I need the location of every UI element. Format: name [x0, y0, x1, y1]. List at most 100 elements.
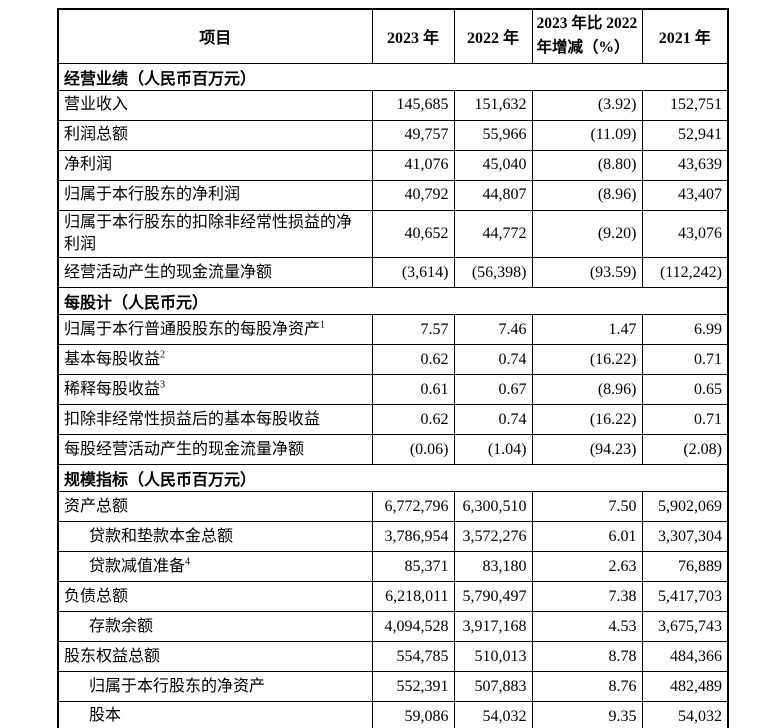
row-label: 归属于本行普通股股东的每股净资产: [64, 320, 321, 338]
value-cell-2021: 0.71: [641, 344, 729, 376]
value-cell-2022: 507,883: [453, 671, 533, 703]
table-row: 每股经营活动产生的现金流量净额 (0.06) (1.04) (94.23) (2…: [57, 434, 729, 466]
value-cell-change: (3.92): [531, 89, 643, 121]
value-cell-2023: 59,086: [371, 701, 455, 728]
table-row: 归属于本行股东的净资产 552,391 507,883 8.76 482,489: [57, 671, 729, 703]
row-label-cell: 稀释每股收益3: [57, 374, 373, 406]
value-cell-2021: 3,675,743: [641, 611, 729, 643]
value-cell-change: (94.23): [531, 434, 643, 466]
value-cell-2023: 40,652: [371, 209, 455, 259]
value-cell-2021: 43,407: [641, 179, 729, 211]
row-label-cell: 每股经营活动产生的现金流量净额: [57, 434, 373, 466]
value-cell-2021: 0.71: [641, 404, 729, 436]
value-cell-2022: 3,917,168: [453, 611, 533, 643]
row-label-cell: 营业收入: [57, 89, 373, 121]
table-row: 经营活动产生的现金流量净额 (3,614) (56,398) (93.59) (…: [57, 257, 729, 289]
value-cell-change: (8.80): [531, 149, 643, 181]
value-cell-change: (16.22): [531, 344, 643, 376]
value-cell-change: 7.50: [531, 491, 643, 523]
value-cell-2021: 482,489: [641, 671, 729, 703]
section-row: 每股计（人民币元）: [57, 287, 729, 316]
value-cell-2023: 554,785: [371, 641, 455, 673]
value-cell-change: 9.35: [531, 701, 643, 728]
section-label: 规模指标（人民币百万元）: [57, 464, 729, 493]
table-row: 股东权益总额 554,785 510,013 8.78 484,366: [57, 641, 729, 673]
value-cell-2023: 4,094,528: [371, 611, 455, 643]
row-label-cell: 利润总额: [57, 119, 373, 151]
table-row: 存款余额 4,094,528 3,917,168 4.53 3,675,743: [57, 611, 729, 643]
row-label: 基本每股收益: [64, 350, 161, 368]
section-row: 规模指标（人民币百万元）: [57, 464, 729, 493]
value-cell-2022: 7.46: [453, 314, 533, 346]
value-cell-2021: (2.08): [641, 434, 729, 466]
header-change-line1: 2023 年比 2022: [536, 15, 638, 33]
table-row: 贷款减值准备4 85,371 83,180 2.63 76,889: [57, 551, 729, 583]
value-cell-2022: 151,632: [453, 89, 533, 121]
table-row: 营业收入 145,685 151,632 (3.92) 152,751: [57, 89, 729, 121]
value-cell-2022: 83,180: [453, 551, 533, 583]
value-cell-change: (9.20): [531, 209, 643, 259]
footnote-marker: 2: [160, 349, 166, 361]
value-cell-2022: 3,572,276: [453, 521, 533, 553]
table-row: 负债总额 6,218,011 5,790,497 7.38 5,417,703: [57, 581, 729, 613]
value-cell-2022: 510,013: [453, 641, 533, 673]
row-label-cell: 基本每股收益2: [57, 344, 373, 376]
table-row: 贷款和垫款本金总额 3,786,954 3,572,276 6.01 3,307…: [57, 521, 729, 553]
value-cell-change: 8.76: [531, 671, 643, 703]
value-cell-change: 1.47: [531, 314, 643, 346]
row-label-cell: 负债总额: [57, 581, 373, 613]
header-2023: 2023 年: [371, 8, 455, 64]
value-cell-2022: 44,772: [453, 209, 533, 259]
table-row: 股本 59,086 54,032 9.35 54,032: [57, 701, 729, 728]
value-cell-2022: 44,807: [453, 179, 533, 211]
value-cell-2023: 85,371: [371, 551, 455, 583]
value-cell-2023: 41,076: [371, 149, 455, 181]
footnote-marker: 3: [160, 379, 166, 391]
value-cell-change: 7.38: [531, 581, 643, 613]
value-cell-2021: 3,307,304: [641, 521, 729, 553]
value-cell-2022: 55,966: [453, 119, 533, 151]
row-label-cell: 存款余额: [57, 611, 373, 643]
value-cell-2022: 0.74: [453, 404, 533, 436]
value-cell-2023: 49,757: [371, 119, 455, 151]
row-label-cell: 归属于本行股东的净资产: [57, 671, 373, 703]
table-row: 稀释每股收益3 0.61 0.67 (8.96) 0.65: [57, 374, 729, 406]
table-row: 净利润 41,076 45,040 (8.80) 43,639: [57, 149, 729, 181]
value-cell-2021: 0.65: [641, 374, 729, 406]
row-label-cell: 经营活动产生的现金流量净额: [57, 257, 373, 289]
row-label: 稀释每股收益: [64, 380, 161, 398]
table-header-row: 项目 2023 年 2022 年 2023 年比 2022 年增减（%） 202…: [57, 8, 729, 64]
value-cell-2021: 484,366: [641, 641, 729, 673]
row-label-cell: 归属于本行股东的扣除非经常性损益的净利润: [57, 209, 373, 259]
header-2022: 2022 年: [453, 8, 533, 64]
value-cell-change: 2.63: [531, 551, 643, 583]
value-cell-2023: 0.61: [371, 374, 455, 406]
value-cell-2023: 0.62: [371, 404, 455, 436]
value-cell-2022: 54,032: [453, 701, 533, 728]
value-cell-2021: 43,076: [641, 209, 729, 259]
value-cell-2021: 152,751: [641, 89, 729, 121]
value-cell-2021: 54,032: [641, 701, 729, 728]
value-cell-2022: 0.74: [453, 344, 533, 376]
value-cell-2022: (56,398): [453, 257, 533, 289]
value-cell-2023: 7.57: [371, 314, 455, 346]
table-row: 基本每股收益2 0.62 0.74 (16.22) 0.71: [57, 344, 729, 376]
value-cell-change: (93.59): [531, 257, 643, 289]
row-label-cell: 净利润: [57, 149, 373, 181]
header-change: 2023 年比 2022 年增减（%）: [531, 8, 643, 64]
value-cell-change: (11.09): [531, 119, 643, 151]
header-2021: 2021 年: [641, 8, 729, 64]
value-cell-2022: 5,790,497: [453, 581, 533, 613]
value-cell-2023: 552,391: [371, 671, 455, 703]
value-cell-2023: (3,614): [371, 257, 455, 289]
value-cell-2021: 5,902,069: [641, 491, 729, 523]
footnote-marker: 4: [185, 556, 191, 568]
section-label: 经营业绩（人民币百万元）: [57, 62, 729, 91]
value-cell-2021: (112,242): [641, 257, 729, 289]
value-cell-2023: 0.62: [371, 344, 455, 376]
value-cell-change: (8.96): [531, 179, 643, 211]
financial-summary-table: 项目 2023 年 2022 年 2023 年比 2022 年增减（%） 202…: [57, 8, 729, 728]
row-label-cell: 资产总额: [57, 491, 373, 523]
value-cell-2021: 52,941: [641, 119, 729, 151]
value-cell-2022: (1.04): [453, 434, 533, 466]
